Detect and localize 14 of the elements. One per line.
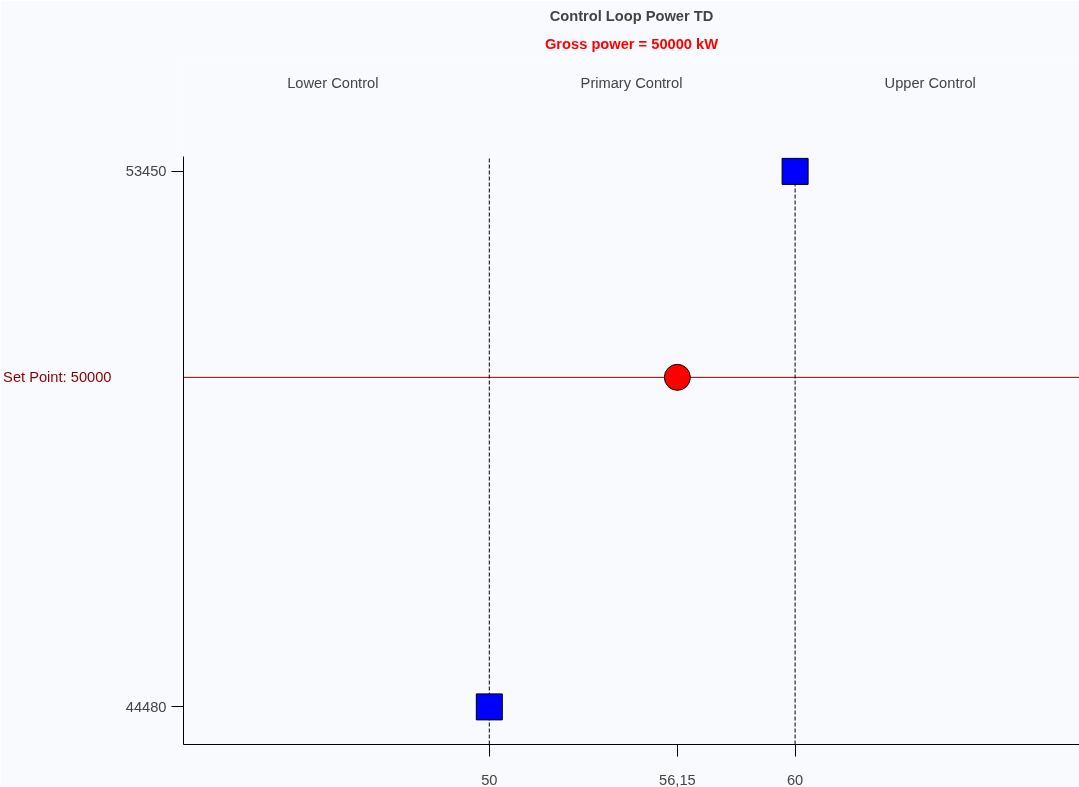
x-tick-label: 50 — [481, 771, 498, 787]
x-tick-label: 60 — [786, 771, 804, 787]
text: Upper Control — [884, 75, 976, 92]
text: Lower Control — [287, 75, 379, 92]
chart-title: Control Loop Power TD — [549, 7, 714, 24]
chart-subtitle: Gross power = 50000 kW — [544, 35, 719, 52]
point — [663, 363, 691, 391]
x-tick-label: 56,15 — [659, 771, 696, 787]
y-tick-label: 53450 — [125, 163, 167, 180]
point — [781, 157, 809, 185]
ref-line-label: Set Point: 50000 — [3, 369, 112, 386]
text: Primary Control — [580, 75, 683, 92]
y-tick-label: 44480 — [125, 698, 167, 715]
point — [475, 693, 503, 721]
